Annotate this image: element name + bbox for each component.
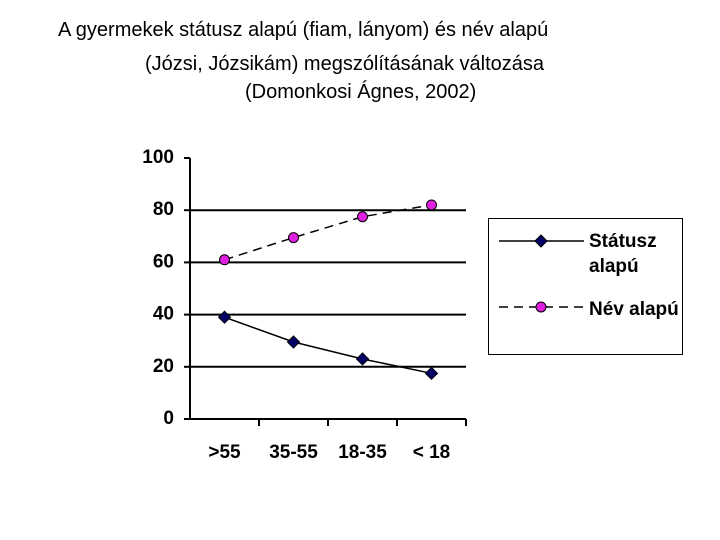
marker	[535, 301, 547, 313]
x-tick-label: 18-35	[338, 442, 387, 463]
legend-label: Név alapú	[589, 299, 679, 320]
title-line: A gyermekek státusz alapú (fiam, lányom)…	[58, 19, 549, 41]
y-tick-label: 100	[142, 147, 174, 168]
legend-label: Státusz alapú	[589, 231, 657, 277]
legend-keys	[499, 234, 584, 313]
line	[224, 316, 432, 375]
y-tick-label: 20	[153, 356, 174, 377]
marker	[286, 335, 301, 349]
marker	[217, 310, 232, 324]
line	[224, 204, 432, 261]
x-tick-label: < 18	[413, 442, 451, 463]
y-tick-label: 80	[153, 199, 174, 220]
title-line: (Domonkosi Ágnes, 2002)	[245, 81, 477, 103]
marker	[426, 199, 437, 211]
y-tick-label: 0	[163, 408, 174, 429]
marker	[357, 211, 368, 223]
x-tick-label: >55	[208, 442, 241, 463]
title-line: (Józsi, Józsikám) megszólításának változ…	[145, 53, 545, 75]
marker	[534, 234, 548, 248]
y-tick-label: 40	[153, 304, 174, 325]
marker	[424, 366, 439, 381]
y-tick-label: 60	[153, 251, 174, 272]
marker	[355, 352, 370, 366]
legend: Státusz alapú Név alapú	[488, 218, 683, 355]
marker	[288, 232, 299, 244]
marker	[219, 254, 230, 266]
x-tick-label: 35-55	[269, 442, 318, 463]
